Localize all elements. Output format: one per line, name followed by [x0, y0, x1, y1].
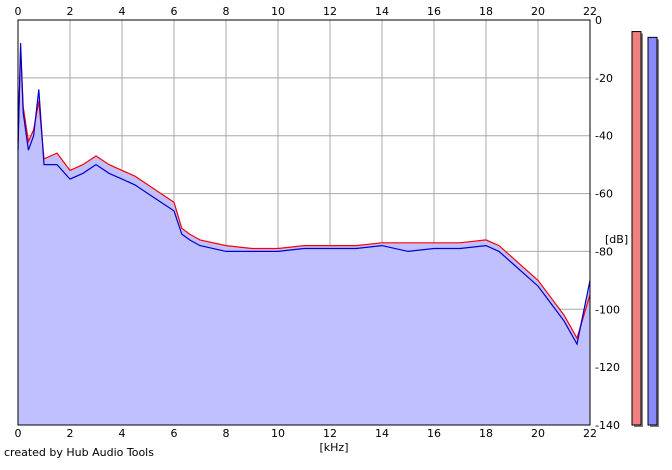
- x-tick-label-top: 8: [223, 5, 230, 18]
- x-tick-label-bottom: 20: [531, 427, 545, 440]
- x-tick-label-top: 16: [427, 5, 441, 18]
- x-tick-label-bottom: 12: [323, 427, 337, 440]
- x-tick-label-bottom: 18: [479, 427, 493, 440]
- y-tick-label: -40: [595, 130, 613, 143]
- plot-border: [17, 19, 591, 426]
- meter-bar-left: [631, 31, 642, 426]
- series-lines: [17, 19, 591, 426]
- level-meters: [631, 31, 659, 427]
- x-tick-label-top: 14: [375, 5, 389, 18]
- x-tick-labels-top: 0 2 4 6 8 10 12 14 16 18 20 22: [15, 5, 598, 18]
- series-line-right: [17, 43, 591, 346]
- spectrum-fill: [18, 43, 590, 425]
- y-tick-label: -60: [595, 188, 613, 201]
- x-tick-label-top: 0: [15, 5, 22, 18]
- x-tick-label-top: 12: [323, 5, 337, 18]
- y-tick-label: -20: [595, 72, 613, 85]
- y-tick-label: -120: [595, 361, 620, 374]
- x-tick-label-top: 10: [271, 5, 285, 18]
- x-tick-label-top: 22: [583, 5, 597, 18]
- y-tick-labels: 0 -20 -40 -60 -80 -100 -120 -140: [595, 14, 620, 432]
- x-tick-label-top: 6: [171, 5, 178, 18]
- credit-text: created by Hub Audio Tools: [4, 446, 154, 459]
- y-tick-label: -100: [595, 303, 620, 316]
- series-line-left: [17, 48, 591, 340]
- y-tick-label: 0: [595, 14, 602, 27]
- y-tick-label: -80: [595, 245, 613, 258]
- x-tick-label-bottom: 6: [171, 427, 178, 440]
- x-tick-labels-bottom: 0 2 4 6 8 10 12 14 16 18 20 22: [15, 427, 598, 440]
- x-tick-label-top: 2: [67, 5, 74, 18]
- x-tick-label-bottom: 22: [583, 427, 597, 440]
- x-tick-label-bottom: 16: [427, 427, 441, 440]
- x-tick-label-bottom: 8: [223, 427, 230, 440]
- x-axis-label: [kHz]: [320, 441, 349, 454]
- y-axis-label: [dB]: [605, 233, 628, 246]
- x-tick-label-top: 4: [119, 5, 126, 18]
- y-tick-label: -140: [595, 419, 620, 432]
- x-tick-label-bottom: 4: [119, 427, 126, 440]
- meter-bar-right: [647, 36, 658, 426]
- x-tick-label-bottom: 10: [271, 427, 285, 440]
- x-tick-label-bottom: 2: [67, 427, 74, 440]
- spectrum-fill-area: [18, 43, 590, 425]
- x-tick-label-top: 20: [531, 5, 545, 18]
- x-tick-label-bottom: 0: [15, 427, 22, 440]
- x-tick-label-bottom: 14: [375, 427, 389, 440]
- x-tick-label-top: 18: [479, 5, 493, 18]
